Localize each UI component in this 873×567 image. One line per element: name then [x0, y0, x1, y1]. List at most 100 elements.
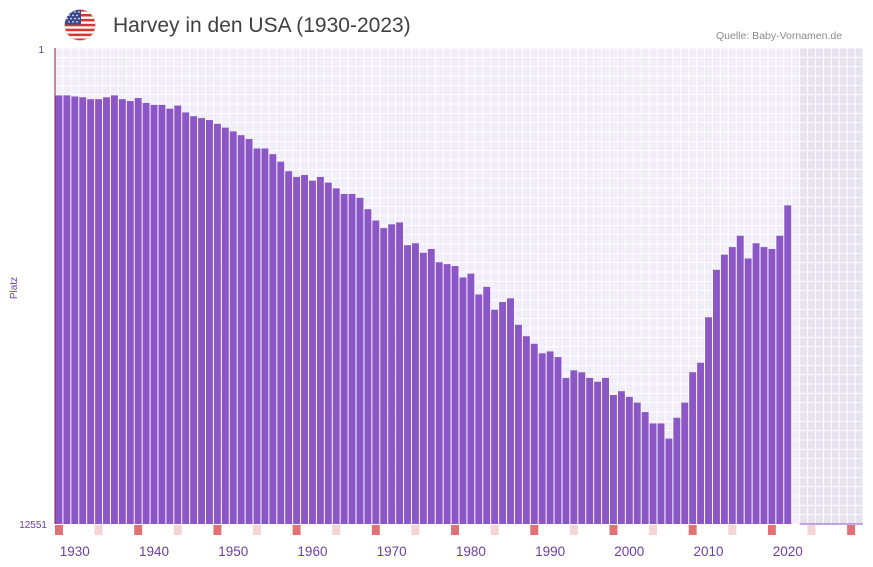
- decade-marker-1958: [292, 525, 301, 535]
- half-decade-marker-1933: [94, 525, 103, 535]
- bar-1934: [103, 97, 110, 524]
- bar-1942: [166, 108, 174, 524]
- bar-1947: [206, 120, 213, 524]
- bar-2003: [649, 423, 657, 524]
- bar-1969: [380, 228, 388, 524]
- bar-2008: [689, 372, 697, 524]
- bar-1948: [213, 123, 221, 525]
- bar-1931: [79, 97, 87, 524]
- bar-1952: [245, 138, 253, 524]
- x-tick-1980: 1980: [456, 544, 486, 559]
- bar-1958: [293, 176, 301, 524]
- usa-flag-icon: [64, 9, 96, 41]
- decade-marker-1928: [55, 525, 63, 535]
- bar-2013: [728, 247, 736, 524]
- source-credit: Quelle: Baby-Vornamen.de: [716, 30, 843, 42]
- half-decade-marker-1943: [173, 525, 182, 535]
- bar-1999: [617, 391, 625, 524]
- bar-2010: [705, 317, 712, 524]
- bar-2005: [665, 438, 673, 524]
- bar-1964: [340, 193, 348, 525]
- half-decade-marker-1993: [569, 525, 578, 535]
- bar-series: [55, 95, 792, 525]
- bar-1974: [419, 252, 427, 524]
- bar-1979: [459, 277, 467, 524]
- bar-2015: [744, 258, 752, 524]
- half-decade-marker-2013: [728, 525, 737, 535]
- bar-1997: [602, 377, 610, 524]
- bar-1935: [110, 95, 118, 524]
- bar-1987: [522, 336, 530, 524]
- bar-1957: [285, 171, 293, 524]
- bar-1949: [221, 127, 229, 524]
- x-tick-2010: 2010: [694, 544, 724, 559]
- half-decade-marker-2023: [807, 525, 816, 535]
- bar-1960: [308, 180, 316, 525]
- bar-1955: [269, 154, 277, 525]
- bar-1939: [142, 102, 150, 525]
- bar-1936: [118, 99, 126, 525]
- half-decade-marker-1973: [411, 525, 420, 535]
- bar-1959: [301, 175, 308, 524]
- decade-marker-1948: [213, 525, 222, 535]
- bar-2017: [760, 247, 768, 524]
- year-markers: [55, 525, 856, 535]
- bar-2014: [736, 235, 744, 524]
- bar-1981: [475, 294, 483, 524]
- plot-grid: [54, 47, 864, 525]
- x-tick-1970: 1970: [377, 544, 407, 559]
- bar-1977: [443, 264, 451, 524]
- bar-2020: [784, 205, 792, 525]
- bar-1973: [411, 243, 419, 524]
- bar-1937: [126, 101, 134, 524]
- bar-1966: [356, 197, 364, 524]
- bar-1998: [610, 395, 617, 524]
- bar-2016: [752, 243, 760, 524]
- x-tick-2020: 2020: [773, 544, 803, 559]
- bar-1978: [451, 266, 459, 524]
- y-tick-top: 1: [38, 45, 44, 56]
- bar-1995: [586, 377, 594, 524]
- half-decade-marker-1963: [332, 525, 341, 535]
- bar-1928: [55, 95, 63, 524]
- bar-1982: [483, 286, 491, 524]
- bar-1984: [499, 302, 507, 524]
- bar-1938: [134, 98, 142, 525]
- bar-1961: [316, 176, 324, 524]
- bar-1993: [570, 370, 578, 524]
- bar-2007: [681, 402, 689, 524]
- bar-1991: [554, 357, 562, 524]
- half-decade-marker-2003: [649, 525, 658, 535]
- decade-marker-2008: [688, 525, 697, 535]
- decade-marker-1978: [451, 525, 459, 535]
- bar-1954: [261, 148, 269, 524]
- decade-marker-1938: [134, 525, 143, 535]
- x-tick-1930: 1930: [60, 544, 90, 559]
- bar-1965: [348, 193, 356, 525]
- bar-1976: [435, 262, 443, 524]
- bar-1929: [63, 95, 71, 524]
- bar-1985: [507, 298, 514, 524]
- bar-2011: [712, 269, 720, 524]
- bar-2006: [673, 417, 681, 524]
- bar-1941: [158, 104, 166, 525]
- bar-2012: [720, 254, 728, 524]
- bar-1956: [277, 161, 285, 524]
- bar-2019: [776, 235, 784, 524]
- bar-2004: [657, 423, 665, 524]
- x-tick-1960: 1960: [297, 544, 327, 559]
- bar-2001: [633, 402, 641, 524]
- axes: [54, 48, 863, 525]
- half-decade-marker-1953: [253, 525, 261, 535]
- bar-1992: [562, 377, 570, 524]
- x-tick-2000: 2000: [614, 544, 644, 559]
- bar-1988: [530, 343, 538, 524]
- bar-1968: [372, 220, 380, 525]
- decade-marker-2018: [767, 525, 776, 535]
- bar-2000: [625, 396, 633, 524]
- bar-1972: [404, 245, 411, 525]
- bar-2009: [697, 362, 705, 524]
- bar-1946: [198, 118, 206, 525]
- decade-marker-1968: [371, 525, 380, 535]
